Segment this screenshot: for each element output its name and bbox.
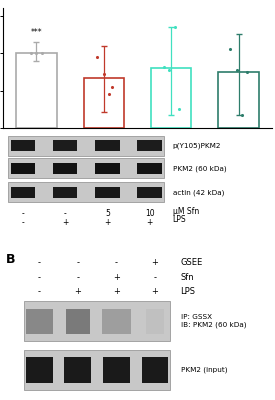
Point xyxy=(240,112,244,118)
Bar xyxy=(95,163,120,174)
FancyBboxPatch shape xyxy=(8,158,164,178)
Text: +: + xyxy=(74,287,81,296)
Text: -: - xyxy=(38,273,41,282)
Text: +: + xyxy=(104,218,111,227)
Bar xyxy=(151,68,191,128)
Text: +: + xyxy=(152,287,158,296)
Bar xyxy=(95,140,120,151)
Bar xyxy=(26,310,53,334)
Text: actin (42 kDa): actin (42 kDa) xyxy=(172,189,224,196)
Text: ***: *** xyxy=(31,28,42,37)
Point xyxy=(110,84,114,90)
Text: -: - xyxy=(153,273,156,282)
Bar xyxy=(11,163,35,174)
Bar xyxy=(53,163,77,174)
Bar xyxy=(64,356,91,383)
Point xyxy=(177,106,182,113)
Point xyxy=(95,54,99,60)
Bar xyxy=(138,163,162,174)
Text: -: - xyxy=(21,209,24,218)
Text: IP: GSSX
IB: PKM2 (60 kDa): IP: GSSX IB: PKM2 (60 kDa) xyxy=(181,314,246,328)
Point xyxy=(29,50,33,56)
Bar xyxy=(218,72,259,128)
Text: +: + xyxy=(113,287,120,296)
FancyBboxPatch shape xyxy=(8,182,164,202)
Text: -: - xyxy=(38,287,41,296)
Bar xyxy=(145,310,164,334)
Text: p(Y105)PKM2: p(Y105)PKM2 xyxy=(172,142,221,149)
Text: LPS: LPS xyxy=(172,215,186,224)
Bar xyxy=(84,78,124,128)
Bar xyxy=(103,356,130,383)
Bar xyxy=(11,140,35,151)
Text: -: - xyxy=(21,218,24,227)
FancyBboxPatch shape xyxy=(24,300,170,341)
FancyBboxPatch shape xyxy=(8,136,164,156)
Text: Sfn: Sfn xyxy=(181,273,194,282)
Bar xyxy=(142,356,169,383)
Point xyxy=(167,66,171,73)
Bar xyxy=(16,53,57,128)
Text: -: - xyxy=(64,209,67,218)
Bar xyxy=(53,187,77,198)
Bar xyxy=(95,187,120,198)
Bar xyxy=(66,310,90,334)
Point xyxy=(34,50,39,56)
Text: +: + xyxy=(62,218,68,227)
Text: +: + xyxy=(152,258,158,268)
Bar xyxy=(11,187,35,198)
Point xyxy=(106,91,111,98)
Bar xyxy=(101,310,131,334)
Text: -: - xyxy=(38,258,41,268)
Text: μM Sfn: μM Sfn xyxy=(172,206,199,216)
Text: +: + xyxy=(147,218,153,227)
Text: PKM2 (input): PKM2 (input) xyxy=(181,367,227,373)
Bar xyxy=(53,140,77,151)
Point xyxy=(172,24,177,30)
Text: 5: 5 xyxy=(105,209,110,218)
FancyBboxPatch shape xyxy=(24,350,170,390)
Text: B: B xyxy=(6,253,15,266)
Text: GSEE: GSEE xyxy=(181,258,203,268)
Text: -: - xyxy=(76,258,79,268)
Text: 10: 10 xyxy=(145,209,155,218)
Point xyxy=(244,69,249,75)
Point xyxy=(234,66,239,73)
Point xyxy=(40,50,44,56)
Point xyxy=(162,64,167,70)
Text: LPS: LPS xyxy=(181,287,196,296)
Text: -: - xyxy=(76,273,79,282)
Bar xyxy=(138,187,162,198)
Point xyxy=(228,46,233,52)
Text: +: + xyxy=(113,273,120,282)
Bar xyxy=(138,140,162,151)
Text: PKM2 (60 kDa): PKM2 (60 kDa) xyxy=(172,165,226,172)
Text: -: - xyxy=(115,258,118,268)
Bar xyxy=(26,356,53,383)
Point xyxy=(102,71,106,77)
